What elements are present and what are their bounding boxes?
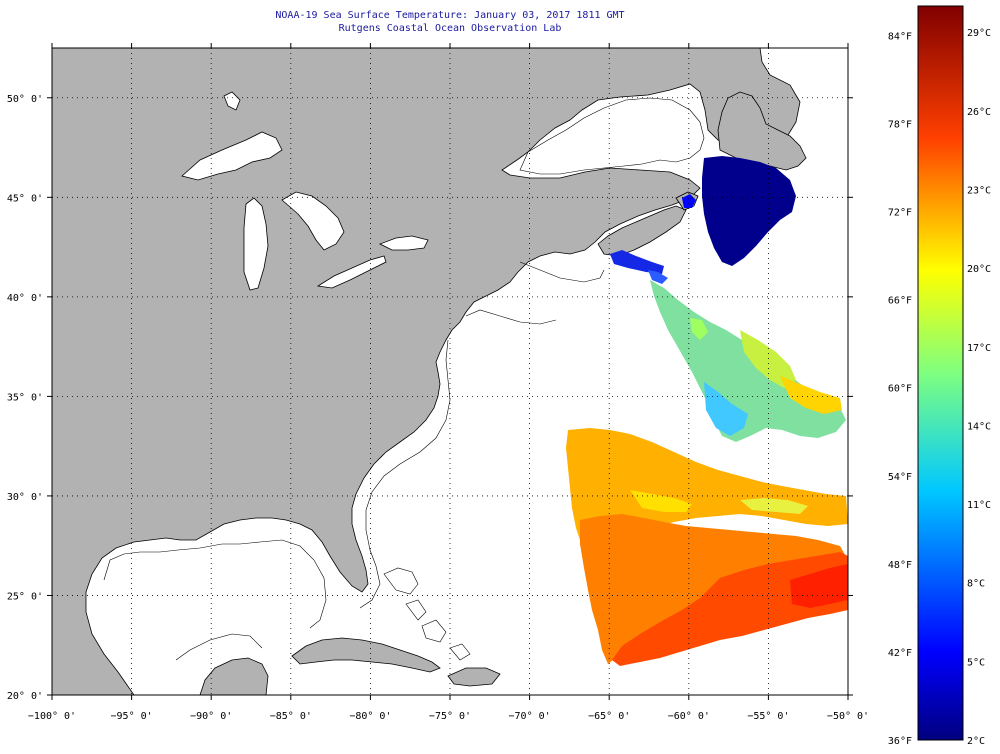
colorbar-f-label: 78°F	[888, 119, 912, 130]
lake-superior	[181, 131, 283, 181]
lake-ontario	[379, 235, 429, 251]
lake-michigan	[243, 197, 269, 291]
bahamas	[383, 567, 471, 661]
axis-ticks	[47, 43, 853, 700]
colorbar-f-label: 66°F	[888, 296, 912, 307]
lat-tick-label: 50° 0'	[7, 94, 43, 105]
colorbar-f-label: 48°F	[888, 560, 912, 571]
sst-mid-patch	[650, 280, 846, 442]
colorbar-c-label: 29°C	[967, 28, 991, 39]
colorbar-f-label: 72°F	[888, 208, 912, 219]
map-subtitle: Rutgens Coastal Ocean Observation Lab	[338, 23, 562, 34]
colorbar-c-label: 17°C	[967, 343, 991, 354]
lat-tick-label: 40° 0'	[7, 293, 43, 304]
lat-tick-label: 20° 0'	[7, 691, 43, 702]
land-cuba	[291, 637, 441, 673]
colorbar-c-label: 5°C	[967, 657, 985, 668]
land-north-america	[52, 48, 801, 695]
lake-huron	[281, 191, 345, 251]
land-yucatan	[199, 657, 269, 695]
lon-tick-label: −55° 0'	[747, 711, 789, 722]
lat-tick-label: 25° 0'	[7, 591, 43, 602]
lon-tick-label: −50° 0'	[827, 711, 869, 722]
lon-tick-label: −60° 0'	[668, 711, 710, 722]
sst-cold-patch	[610, 156, 796, 284]
colorbar-c-label: 11°C	[967, 500, 991, 511]
colorbar-fahrenheit-labels: 84°F 78°F 72°F 66°F 60°F 54°F 48°F 42°F 36°F	[888, 31, 912, 747]
colorbar-c-label: 23°C	[967, 186, 991, 197]
lon-tick-label: −90° 0'	[190, 711, 232, 722]
shelf-contours	[103, 261, 605, 661]
lon-tick-label: −75° 0'	[429, 711, 471, 722]
colorbar-f-label: 54°F	[888, 472, 912, 483]
colorbar	[917, 5, 964, 741]
lake-erie	[316, 255, 387, 289]
lon-tick-label: −80° 0'	[349, 711, 391, 722]
colorbar-c-label: 2°C	[967, 736, 985, 747]
lon-tick-label: −95° 0'	[111, 711, 153, 722]
gulf-st-lawrence	[519, 97, 705, 175]
colorbar-c-label: 20°C	[967, 264, 991, 275]
colorbar-c-label: 14°C	[967, 421, 991, 432]
lat-tick-label: 35° 0'	[7, 392, 43, 403]
sst-warm-patch	[566, 428, 848, 666]
lon-tick-label: −65° 0'	[588, 711, 630, 722]
latitude-labels: 20° 0' 25° 0' 30° 0' 35° 0' 40° 0' 45° 0' 50° …	[7, 94, 43, 702]
colorbar-celsius-labels: 29°C 26°C 23°C 20°C 17°C 14°C 11°C 8°C 5°C 2°C	[967, 28, 991, 747]
colorbar-c-label: 8°C	[967, 579, 985, 590]
colorbar-f-label: 60°F	[888, 384, 912, 395]
great-lakes	[181, 91, 429, 291]
lon-tick-label: −85° 0'	[270, 711, 312, 722]
lat-tick-label: 45° 0'	[7, 193, 43, 204]
longitude-labels: −100° 0' −95° 0' −90° 0' −85° 0' −80° 0' −75°…	[28, 711, 869, 722]
map-title: NOAA-19 Sea Surface Temperature: January…	[275, 10, 625, 21]
colorbar-c-label: 26°C	[967, 107, 991, 118]
colorbar-f-label: 84°F	[888, 31, 912, 42]
lon-tick-label: −100° 0'	[28, 711, 76, 722]
lat-tick-label: 30° 0'	[7, 492, 43, 503]
land-hispaniola	[447, 667, 501, 687]
colorbar-f-label: 42°F	[888, 648, 912, 659]
colorbar-f-label: 36°F	[888, 736, 912, 747]
lon-tick-label: −70° 0'	[509, 711, 551, 722]
lake-winnipeg-like	[223, 91, 241, 111]
